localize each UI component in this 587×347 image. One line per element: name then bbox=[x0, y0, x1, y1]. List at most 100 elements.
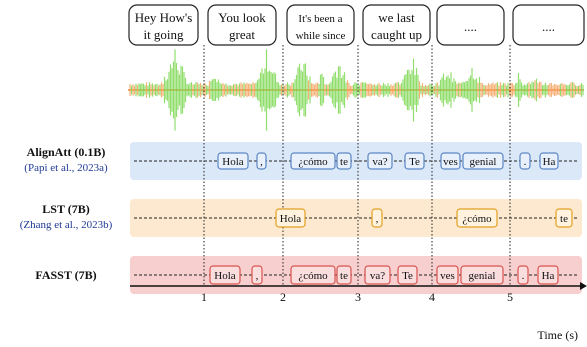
row-labels: AlignAtt (0.1B) (Papi et al., 2023a) LST (… bbox=[20, 145, 113, 282]
token-box bbox=[462, 152, 504, 170]
token-text: Ha bbox=[542, 270, 555, 282]
speech-bubble: Hey How's it going bbox=[128, 4, 199, 46]
row-name: AlignAtt (0.1B) bbox=[27, 145, 106, 159]
token-box bbox=[275, 208, 306, 228]
row-bands bbox=[130, 142, 582, 294]
speech-bubble-box bbox=[436, 4, 505, 46]
token: Te bbox=[404, 152, 425, 170]
speech-bubble-box bbox=[286, 4, 355, 46]
token-box bbox=[290, 152, 336, 170]
token: Ha bbox=[539, 152, 559, 170]
token-text: ves bbox=[440, 270, 455, 282]
token-text: , bbox=[256, 270, 259, 282]
token: . bbox=[517, 265, 529, 285]
token: , bbox=[371, 208, 383, 228]
token-box bbox=[539, 152, 559, 170]
speech-bubble-line1: .... bbox=[464, 19, 477, 34]
speech-bubble: .... bbox=[436, 4, 505, 46]
token: . bbox=[519, 152, 531, 170]
token: genial bbox=[462, 152, 504, 170]
speech-bubble-line1: Hey How's bbox=[135, 10, 193, 25]
token-text: Hola bbox=[214, 270, 236, 282]
speech-bubble-box bbox=[207, 4, 277, 46]
token: ves bbox=[436, 265, 459, 285]
token: ¿cómo bbox=[290, 265, 336, 285]
speech-bubble: .... bbox=[512, 4, 585, 46]
token-chains: Hola, ¿cómo te va? Te ves genial. Ha Hola, ¿cómo t… bbox=[209, 152, 573, 285]
token-text: te bbox=[560, 213, 568, 225]
token-box bbox=[336, 265, 352, 285]
token: ves bbox=[440, 152, 461, 170]
token-text: ¿cómo bbox=[462, 213, 492, 225]
audio-waveform bbox=[128, 49, 584, 131]
token-box bbox=[436, 265, 459, 285]
speech-bubble-line1: we last bbox=[378, 10, 415, 25]
token: ¿cómo bbox=[290, 152, 336, 170]
token-text: va? bbox=[372, 156, 387, 168]
token-text: ¿cómo bbox=[298, 270, 328, 282]
token: va? bbox=[364, 265, 391, 285]
token: te bbox=[336, 265, 352, 285]
token-box bbox=[256, 152, 267, 170]
speech-bubble-line1: It's been a bbox=[298, 13, 342, 25]
token-text: va? bbox=[370, 270, 385, 282]
token-text: te bbox=[340, 270, 348, 282]
token-text: . bbox=[524, 156, 527, 168]
token: , bbox=[251, 265, 263, 285]
token-box bbox=[209, 265, 241, 285]
axis-arrowhead bbox=[580, 282, 587, 290]
token-text: , bbox=[260, 156, 263, 168]
row-citation: (Papi et al., 2023a) bbox=[24, 162, 108, 174]
speech-bubble-line1: You look bbox=[218, 10, 266, 25]
token-text: , bbox=[376, 213, 379, 225]
speech-bubble-line2: it going bbox=[143, 27, 184, 42]
token-text: genial bbox=[470, 156, 497, 168]
speech-bubble: we last caught up bbox=[362, 4, 431, 46]
token-box bbox=[519, 152, 531, 170]
token-text: Te bbox=[402, 270, 413, 282]
axis-tick-label: 4 bbox=[429, 290, 435, 304]
token-box bbox=[460, 265, 504, 285]
row-name: LST (7B) bbox=[42, 202, 89, 216]
token-box bbox=[217, 152, 249, 170]
token-box bbox=[336, 152, 352, 170]
token: ¿cómo bbox=[456, 208, 498, 228]
token-box bbox=[364, 265, 391, 285]
speech-bubble-line1: .... bbox=[542, 19, 555, 34]
token: te bbox=[336, 152, 352, 170]
token: Te bbox=[397, 265, 418, 285]
token: , bbox=[256, 152, 267, 170]
speech-bubble-line2: while since bbox=[296, 30, 346, 42]
token: Ha bbox=[537, 265, 559, 285]
token: te bbox=[555, 208, 573, 228]
token-text: Te bbox=[409, 156, 420, 168]
token-text: Hola bbox=[222, 156, 244, 168]
speech-bubble-box bbox=[512, 4, 585, 46]
token: va? bbox=[367, 152, 393, 170]
token-text: Ha bbox=[543, 156, 556, 168]
token: Hola bbox=[217, 152, 249, 170]
token-text: Hola bbox=[280, 213, 302, 225]
token: Hola bbox=[209, 265, 241, 285]
axis-tick-label: 5 bbox=[507, 290, 513, 304]
token: Hola bbox=[275, 208, 306, 228]
token-box bbox=[456, 208, 498, 228]
axis-tick-label: 2 bbox=[280, 290, 286, 304]
speech-bubble-line2: great bbox=[229, 27, 255, 42]
token-box bbox=[397, 265, 418, 285]
token-box bbox=[555, 208, 573, 228]
row-name: FASST (7B) bbox=[35, 268, 96, 282]
token-text: ¿cómo bbox=[298, 156, 328, 168]
token-box bbox=[440, 152, 461, 170]
axis-label: Time (s) bbox=[537, 328, 578, 342]
token-text: te bbox=[340, 156, 348, 168]
token-text: genial bbox=[469, 270, 496, 282]
speech-bubble-box bbox=[128, 4, 199, 46]
token-box bbox=[404, 152, 425, 170]
token-text: . bbox=[522, 270, 525, 282]
speech-bubble-line2: caught up bbox=[371, 27, 422, 42]
row-citation: (Zhang et al., 2023b) bbox=[20, 219, 113, 231]
token-text: ves bbox=[443, 156, 458, 168]
time-markers bbox=[203, 45, 511, 286]
token-box bbox=[371, 208, 383, 228]
